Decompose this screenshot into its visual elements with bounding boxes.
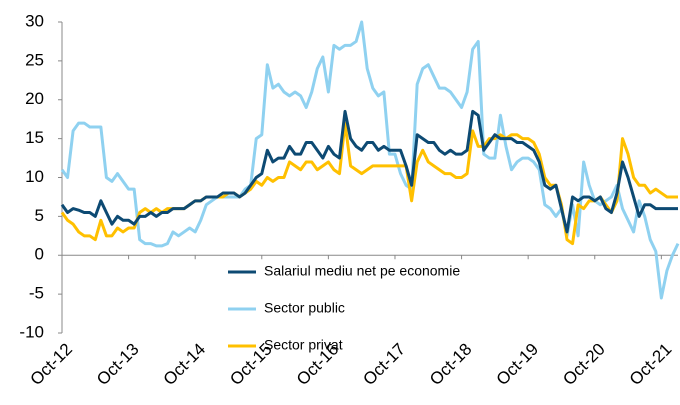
x-tick-label: Oct-17 — [359, 340, 409, 390]
y-tick-label: 10 — [25, 167, 44, 186]
series-line — [60, 121, 678, 246]
y-tick-label: -10 — [19, 322, 44, 341]
series-line — [60, 109, 678, 234]
y-tick-label: -5 — [29, 284, 44, 303]
y-tick-label: 0 — [35, 245, 44, 264]
legend-label: Sector public — [264, 300, 345, 316]
x-tick-label: Oct-12 — [26, 340, 76, 390]
y-tick-label: 20 — [25, 89, 44, 108]
x-tick-label: Oct-19 — [493, 340, 543, 390]
y-tick-label: 25 — [25, 50, 44, 69]
x-tick-label: Oct-21 — [626, 340, 676, 390]
x-tick-label: Oct-20 — [559, 340, 609, 390]
x-tick-label: Oct-18 — [426, 340, 476, 390]
legend-label: Sector privat — [264, 337, 343, 353]
y-tick-label: 15 — [25, 128, 44, 147]
y-tick-label: 5 — [35, 206, 44, 225]
series-line — [60, 20, 680, 300]
x-tick-label: Oct-13 — [93, 340, 143, 390]
legend-label: Salariul mediu net pe economie — [264, 263, 460, 279]
y-tick-label: 30 — [25, 11, 44, 30]
x-tick-label: Oct-14 — [160, 340, 210, 390]
